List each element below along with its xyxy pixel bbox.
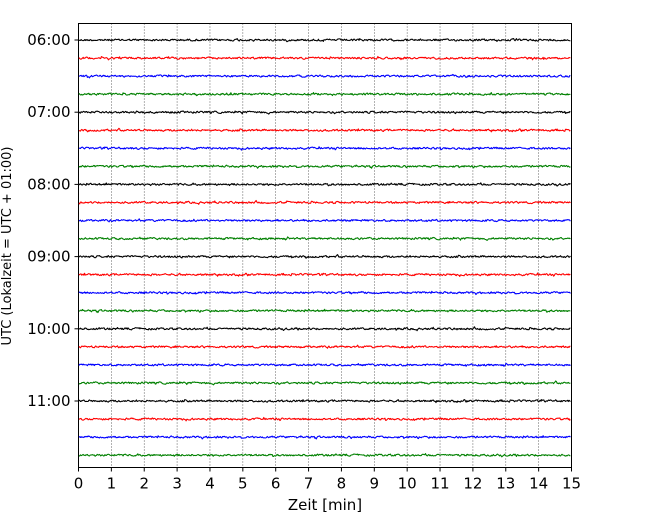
y-tick-label: 10:00: [27, 320, 70, 338]
x-tick-label: 10: [398, 475, 417, 493]
trace-line: [78, 199, 571, 205]
trace-line: [78, 399, 571, 404]
trace-line: [78, 344, 571, 349]
trace-line: [78, 218, 571, 223]
x-tick-label: 7: [304, 475, 314, 493]
x-tick-label: 11: [430, 475, 449, 493]
trace-line: [78, 272, 571, 278]
trace-line: [78, 38, 571, 43]
trace-line: [78, 55, 571, 61]
y-tick-label: 07:00: [27, 103, 70, 121]
x-axis-ticks: 0 1 2 3 4 5 6 7 8 9 10 11 12 13 14 15: [74, 467, 581, 493]
x-tick-label: 8: [337, 475, 347, 493]
y-tick-label: 11:00: [27, 392, 70, 410]
y-tick-label: 08:00: [27, 175, 70, 193]
x-tick-label: 6: [271, 475, 281, 493]
y-axis-label: UTC (Lokalzeit = UTC + 01:00): [0, 147, 15, 346]
trace-line: [78, 362, 571, 367]
trace-line: [78, 308, 571, 314]
trace-line: [78, 92, 571, 97]
x-tick-label: 4: [205, 475, 215, 493]
seismic-traces: [78, 38, 571, 458]
x-tick-label: 14: [529, 475, 548, 493]
x-tick-label: 12: [463, 475, 482, 493]
y-tick-label: 09:00: [27, 248, 70, 266]
trace-line: [78, 254, 571, 259]
x-tick-label: 13: [496, 475, 515, 493]
trace-line: [78, 435, 571, 440]
trace-line: [78, 380, 571, 386]
trace-line: [78, 290, 571, 296]
vertical-grid: [111, 23, 539, 468]
trace-line: [78, 236, 571, 241]
y-tick-label: 06:00: [27, 31, 70, 49]
x-axis-label: Zeit [min]: [288, 496, 362, 514]
x-tick-label: 5: [238, 475, 248, 493]
x-tick-label: 9: [370, 475, 380, 493]
x-tick-label: 2: [139, 475, 149, 493]
trace-line: [78, 73, 571, 79]
trace-line: [78, 127, 571, 133]
x-tick-label: 0: [74, 475, 84, 493]
plot-frame: [78, 23, 572, 468]
trace-line: [78, 453, 571, 458]
trace-line: [78, 416, 571, 422]
trace-line: [78, 164, 571, 169]
trace-line: [78, 182, 571, 187]
trace-line: [78, 326, 571, 332]
y-axis-ticks: 06:00 07:00 08:00 09:00 10:00 11:00: [27, 31, 79, 410]
x-tick-label: 1: [107, 475, 117, 493]
trace-line: [78, 146, 571, 151]
x-tick-label: 15: [562, 475, 581, 493]
trace-line: [78, 110, 571, 115]
x-tick-label: 3: [172, 475, 182, 493]
